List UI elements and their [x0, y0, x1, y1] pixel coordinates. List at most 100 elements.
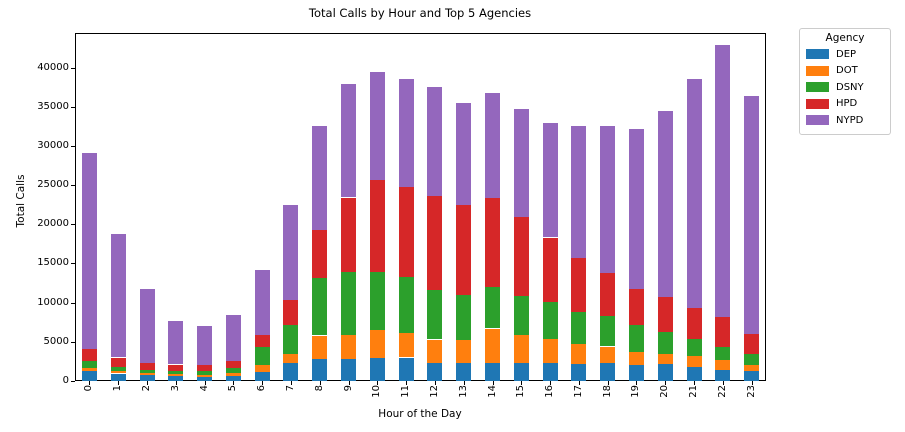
bar-segment-hpd-hour-6 — [254, 334, 270, 347]
bar-segment-dep-hour-5 — [225, 375, 241, 381]
bar-segment-dsny-hour-5 — [225, 368, 241, 373]
bar-segment-dot-hour-6 — [254, 364, 270, 372]
x-tick-label: 1 — [112, 385, 124, 392]
plot-area — [75, 33, 766, 381]
bar-segment-nypd-hour-8 — [312, 126, 328, 230]
bar-segment-dep-hour-18 — [600, 363, 616, 381]
bar-segment-hpd-hour-18 — [600, 273, 616, 316]
x-tick — [118, 381, 120, 385]
legend-entry-dep: DEP — [806, 46, 884, 63]
bar-segment-dep-hour-3 — [168, 376, 184, 381]
bar-segment-dep-hour-12 — [427, 363, 443, 381]
x-tick — [636, 381, 638, 385]
legend-label: DOT — [836, 65, 858, 77]
x-tick-label: 21 — [688, 385, 699, 398]
x-tick — [694, 381, 695, 385]
x-tick — [492, 381, 494, 385]
bar-segment-dot-hour-15 — [513, 334, 529, 363]
bar-segment-nypd-hour-6 — [254, 269, 270, 335]
bar-segment-nypd-hour-19 — [628, 129, 644, 289]
y-tick-label: 15000 — [37, 257, 69, 269]
bar-segment-dep-hour-15 — [513, 362, 529, 381]
legend-entry-nypd: NYPD — [806, 112, 884, 129]
y-tick-label: 0 — [62, 375, 69, 386]
y-tick — [71, 67, 75, 69]
bar-segment-dsny-hour-20 — [657, 332, 673, 354]
bar-segment-dsny-hour-18 — [600, 315, 616, 347]
bar-segment-dsny-hour-3 — [168, 370, 184, 375]
bar-segment-dsny-hour-12 — [427, 289, 443, 340]
bar-segment-nypd-hour-0 — [81, 152, 97, 350]
bar-segment-dot-hour-18 — [600, 346, 616, 364]
x-tick — [550, 381, 552, 385]
legend-label: DEP — [836, 48, 857, 60]
bar-segment-dsny-hour-17 — [571, 312, 587, 345]
bar-segment-dot-hour-7 — [283, 354, 299, 363]
bar-segment-hpd-hour-1 — [110, 357, 126, 367]
bar-segment-dot-hour-20 — [657, 353, 673, 365]
bar-segment-dep-hour-0 — [81, 371, 97, 381]
bar-segment-hpd-hour-17 — [571, 258, 587, 313]
x-tick — [175, 381, 177, 385]
legend-entry-dot: DOT — [806, 63, 884, 80]
x-tick-label: 19 — [630, 385, 642, 398]
bar-segment-dep-hour-1 — [110, 373, 126, 381]
y-axis-label: Total Calls — [15, 174, 27, 228]
x-tick — [751, 381, 753, 385]
legend-swatch-nypd — [806, 115, 829, 126]
x-tick-label: 4 — [198, 385, 210, 392]
bar-segment-dot-hour-16 — [542, 338, 558, 364]
bar-segment-dot-hour-21 — [686, 355, 702, 367]
y-tick-label: 5000 — [43, 335, 69, 347]
bar-segment-dot-hour-14 — [485, 328, 500, 363]
bar-segment-dsny-hour-1 — [110, 366, 126, 371]
bar-segment-dot-hour-11 — [398, 333, 414, 358]
bar-segment-dep-hour-22 — [715, 369, 731, 381]
legend-title: Agency — [825, 32, 865, 44]
x-tick-label: 6 — [256, 385, 268, 392]
bar-segment-dot-hour-4 — [197, 374, 213, 377]
bar-segment-nypd-hour-12 — [427, 87, 443, 196]
bar-segment-dsny-hour-6 — [254, 346, 270, 365]
x-tick-label: 0 — [83, 385, 95, 392]
bar-segment-dsny-hour-23 — [744, 354, 760, 365]
bar-segment-dot-hour-12 — [427, 339, 443, 364]
bar-segment-dot-hour-13 — [456, 340, 472, 363]
x-tick-label: 2 — [141, 385, 152, 392]
bar-segment-dep-hour-7 — [283, 362, 299, 381]
bar-segment-dot-hour-1 — [110, 370, 126, 374]
x-tick — [204, 381, 206, 385]
bar-segment-dsny-hour-15 — [513, 296, 529, 335]
bar-segment-dot-hour-3 — [168, 374, 184, 377]
bar-segment-nypd-hour-20 — [657, 110, 673, 298]
x-tick — [290, 381, 292, 385]
bar-segment-hpd-hour-7 — [283, 300, 299, 325]
bar-segment-nypd-hour-16 — [542, 123, 558, 238]
bar-segment-dot-hour-8 — [312, 335, 328, 359]
bar-segment-hpd-hour-13 — [456, 205, 472, 295]
bar-segment-dsny-hour-21 — [686, 338, 702, 356]
y-tick-label: 25000 — [37, 179, 69, 191]
chart-title: Total Calls by Hour and Top 5 Agencies — [308, 6, 532, 20]
bar-segment-hpd-hour-3 — [168, 364, 184, 371]
y-tick — [71, 224, 75, 226]
x-tick-label: 17 — [572, 385, 584, 398]
x-tick-label: 3 — [169, 385, 181, 392]
bar-segment-dsny-hour-16 — [542, 301, 558, 339]
legend-label: DSNY — [836, 81, 864, 93]
bar-segment-dsny-hour-14 — [485, 286, 500, 329]
bar-segment-dot-hour-2 — [139, 372, 155, 376]
bar-segment-nypd-hour-7 — [283, 204, 299, 301]
x-tick — [521, 381, 523, 385]
bar-segment-dep-hour-11 — [398, 357, 414, 381]
bar-segment-nypd-hour-5 — [225, 315, 241, 362]
bar-segment-hpd-hour-10 — [369, 180, 385, 272]
bar-segment-nypd-hour-17 — [571, 125, 587, 259]
bar-segment-dot-hour-0 — [81, 368, 97, 372]
bar-segment-nypd-hour-21 — [686, 78, 702, 309]
bar-segment-dsny-hour-11 — [398, 276, 414, 334]
bar-segment-dep-hour-20 — [657, 364, 673, 381]
x-tick — [377, 381, 379, 385]
bar-segment-nypd-hour-10 — [369, 72, 385, 181]
